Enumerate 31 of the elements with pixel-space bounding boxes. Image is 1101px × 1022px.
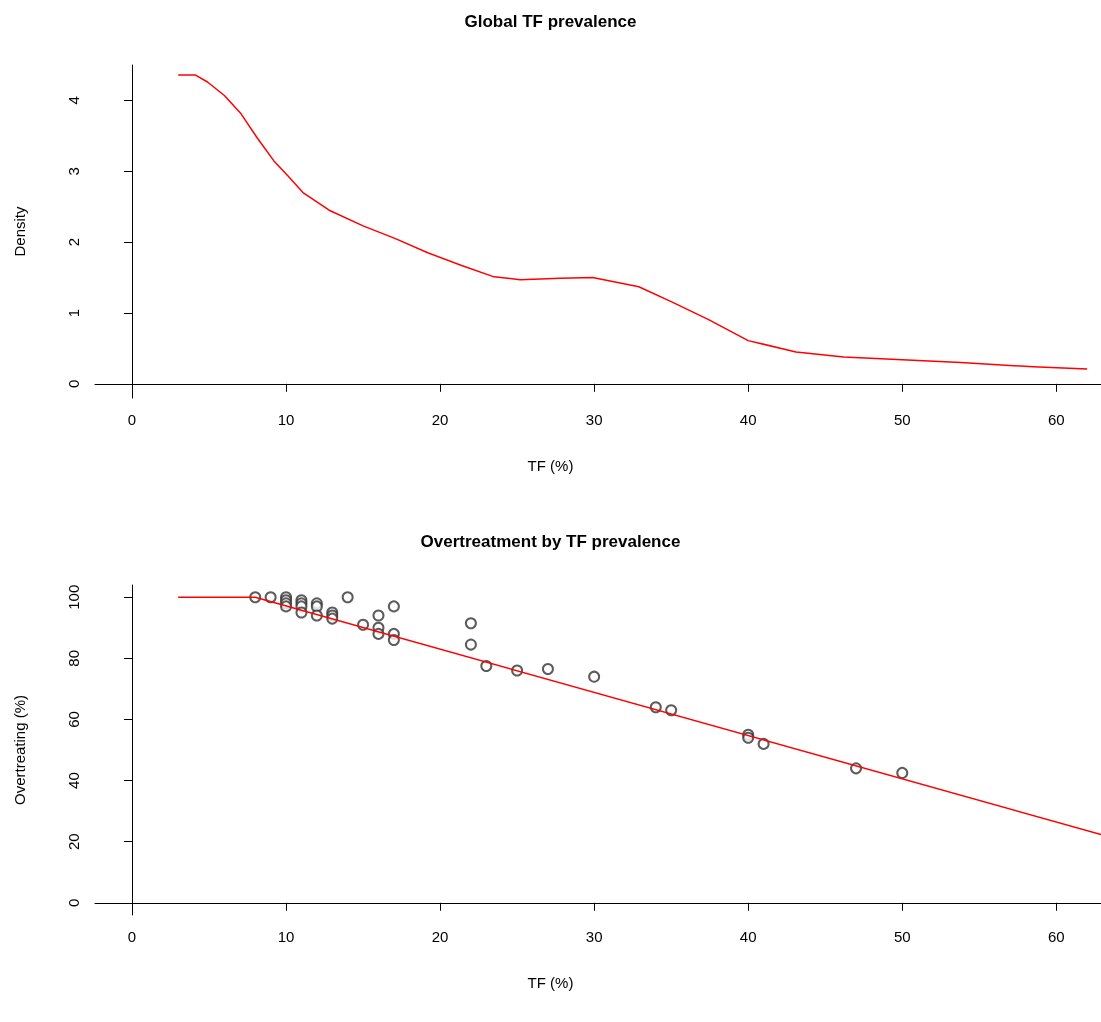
- x-tick-label: 30: [585, 411, 603, 428]
- x-tick-label: 30: [585, 928, 603, 945]
- y-tick-label: 1: [65, 308, 82, 318]
- x-tick-label: 40: [739, 928, 757, 945]
- y-tick-label: 60: [65, 711, 82, 728]
- x-tick-label: 10: [277, 411, 295, 428]
- y-tick-label: 2: [65, 237, 82, 247]
- x-tick-label: 0: [127, 928, 137, 945]
- x-tick-label: 20: [431, 411, 449, 428]
- chart-title: Overtreatment by TF prevalence: [420, 532, 681, 551]
- x-tick-label: 60: [1047, 411, 1065, 428]
- y-tick-label: 40: [65, 772, 82, 789]
- y-axis-title: Density: [11, 206, 28, 257]
- x-tick-label: 60: [1047, 928, 1065, 945]
- x-axis-title: TF (%): [527, 457, 574, 474]
- x-tick-label: 50: [893, 411, 911, 428]
- y-tick-label: 3: [65, 167, 82, 176]
- y-tick-label: 80: [65, 649, 82, 667]
- y-axis-title: Overtreating (%): [11, 694, 28, 806]
- x-tick-label: 0: [127, 411, 137, 428]
- y-tick-label: 4: [65, 96, 82, 105]
- x-tick-label: 50: [893, 928, 911, 945]
- y-tick-label: 0: [65, 379, 82, 388]
- x-tick-label: 10: [277, 928, 295, 945]
- chart-title: Global TF prevalence: [464, 12, 637, 31]
- x-axis-title: TF (%): [527, 974, 574, 991]
- x-tick-label: 20: [431, 928, 449, 945]
- x-tick-label: 40: [739, 411, 757, 428]
- y-tick-label: 20: [65, 833, 82, 851]
- y-tick-label: 100: [65, 584, 82, 610]
- y-tick-label: 0: [65, 898, 82, 907]
